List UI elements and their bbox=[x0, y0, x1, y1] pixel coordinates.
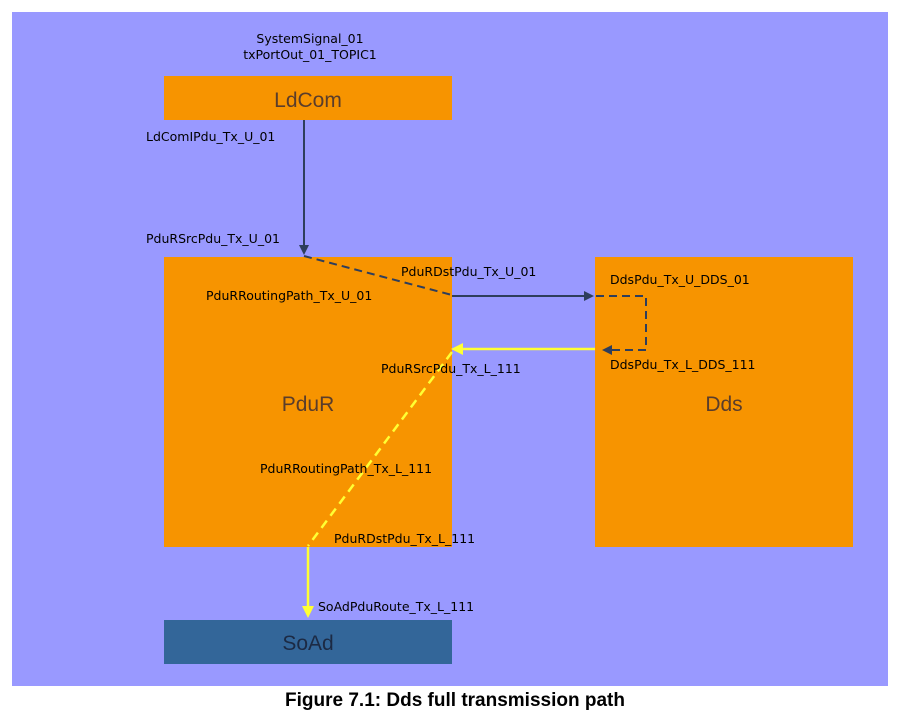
pdur-routing-l-label: PduRRoutingPath_Tx_L_111 bbox=[260, 461, 432, 476]
dds-internal-loop bbox=[596, 295, 647, 355]
soad-block bbox=[164, 620, 452, 664]
soad-route-label: SoAdPduRoute_Tx_L_111 bbox=[318, 599, 474, 614]
pdur-block bbox=[164, 257, 452, 547]
dds-pdu-l-label: DdsPdu_Tx_L_DDS_111 bbox=[610, 357, 756, 372]
pdur-src-u-label: PduRSrcPdu_Tx_U_01 bbox=[146, 231, 280, 246]
ldcom-block bbox=[164, 76, 452, 120]
pdur-dst-l-label: PduRDstPdu_Tx_L_111 bbox=[334, 531, 475, 546]
dds-block bbox=[595, 257, 853, 547]
dds-title: Dds bbox=[705, 393, 742, 416]
figure-caption: Figure 7.1: Dds full transmission path bbox=[285, 690, 625, 711]
pdur-routing-l-dashed bbox=[306, 351, 454, 547]
pdur-src-l-label: PduRSrcPdu_Tx_L_111 bbox=[381, 361, 521, 376]
ldcom-title: LdCom bbox=[274, 89, 342, 112]
ldcom-ipdu-label: LdComIPdu_Tx_U_01 bbox=[146, 129, 275, 144]
pdur-title: PduR bbox=[282, 393, 335, 416]
pdur-routing-u-label: PduRRoutingPath_Tx_U_01 bbox=[206, 288, 372, 303]
dds-pdu-u-label: DdsPdu_Tx_U_DDS_01 bbox=[610, 272, 750, 287]
tx-port-label: txPortOut_01_TOPIC1 bbox=[243, 47, 377, 62]
soad-title: SoAd bbox=[282, 632, 333, 655]
pdur-dst-u-label: PduRDstPdu_Tx_U_01 bbox=[401, 264, 536, 279]
system-signal-label: SystemSignal_01 bbox=[256, 31, 363, 46]
